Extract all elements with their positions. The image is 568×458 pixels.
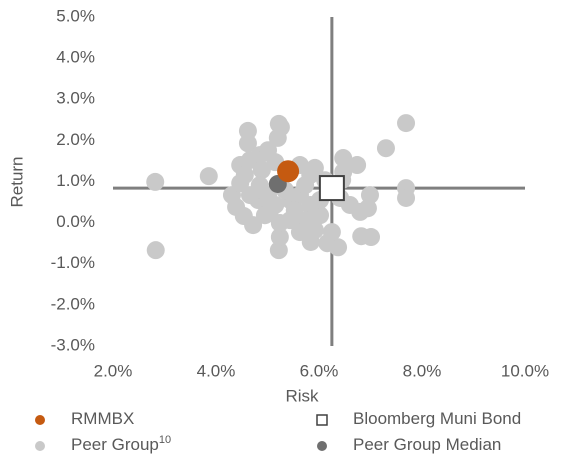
point [238,121,257,140]
legend-name: Bloomberg Muni Bond [353,409,521,428]
point [290,223,309,242]
legend-marker [35,441,45,451]
point [281,211,300,230]
y-tick-label: 0.0% [56,212,95,231]
point [305,158,324,177]
point [235,165,254,184]
x-tick-label: 8.0% [403,361,442,380]
point [322,223,341,242]
legend-name: Peer Group Median [353,435,501,454]
legend-label: RMMBX [71,409,134,428]
point [397,114,416,133]
benchmark-point [318,175,345,202]
legend-item: Peer Group10 [35,434,171,455]
point [334,149,353,168]
y-tick-label: 1.0% [56,171,95,190]
legend-name: RMMBX [71,409,134,428]
point [277,160,300,183]
legend-item: RMMBX [35,409,134,428]
point [268,128,287,147]
point [348,156,367,175]
point [311,206,330,225]
point [266,195,285,214]
point [146,241,165,260]
x-axis-label: Risk [285,386,319,405]
point [397,188,416,207]
point [199,167,218,186]
point [305,221,324,240]
point [376,139,395,158]
y-tick-label: 5.0% [56,6,95,25]
y-tick-label: 2.0% [56,130,95,149]
point [238,134,257,153]
point [240,186,259,205]
x-tick-label: 10.0% [501,361,549,380]
legend-item: Peer Group Median [317,435,501,454]
legend-name: Peer Group [71,435,159,454]
x-tick-label: 6.0% [300,361,339,380]
legend-item: Bloomberg Muni Bond [316,409,521,428]
x-tick-label: 2.0% [94,361,133,380]
legend-marker [317,441,327,451]
point [340,195,359,214]
legend-label: Peer Group10 [71,434,171,455]
y-tick-label: 4.0% [56,48,95,67]
y-tick-label: -1.0% [51,253,95,272]
point [270,228,289,247]
x-tick-label: 4.0% [197,361,236,380]
legend-marker [35,415,45,425]
legend-label: Peer Group Median [353,435,501,454]
y-tick-label: -2.0% [51,294,95,313]
point [269,241,288,260]
point [252,160,271,179]
point [146,172,165,191]
point [362,228,381,247]
y-tick-label: 3.0% [56,89,95,108]
y-axis-label: Return [7,156,26,207]
y-tick-label: -3.0% [51,335,95,354]
legend-marker [316,414,328,426]
legend-label: Bloomberg Muni Bond [353,409,521,428]
legend-superscript: 10 [159,434,171,446]
